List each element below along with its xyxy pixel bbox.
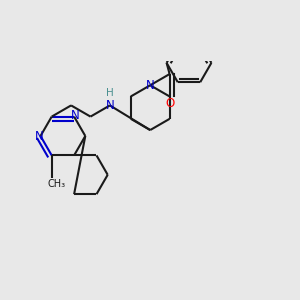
Text: N: N (106, 99, 114, 112)
Text: N: N (146, 79, 154, 92)
Text: N: N (71, 109, 80, 122)
Text: O: O (165, 97, 174, 110)
Text: N: N (34, 130, 43, 142)
Text: CH₃: CH₃ (48, 179, 66, 189)
Text: H: H (106, 88, 114, 98)
